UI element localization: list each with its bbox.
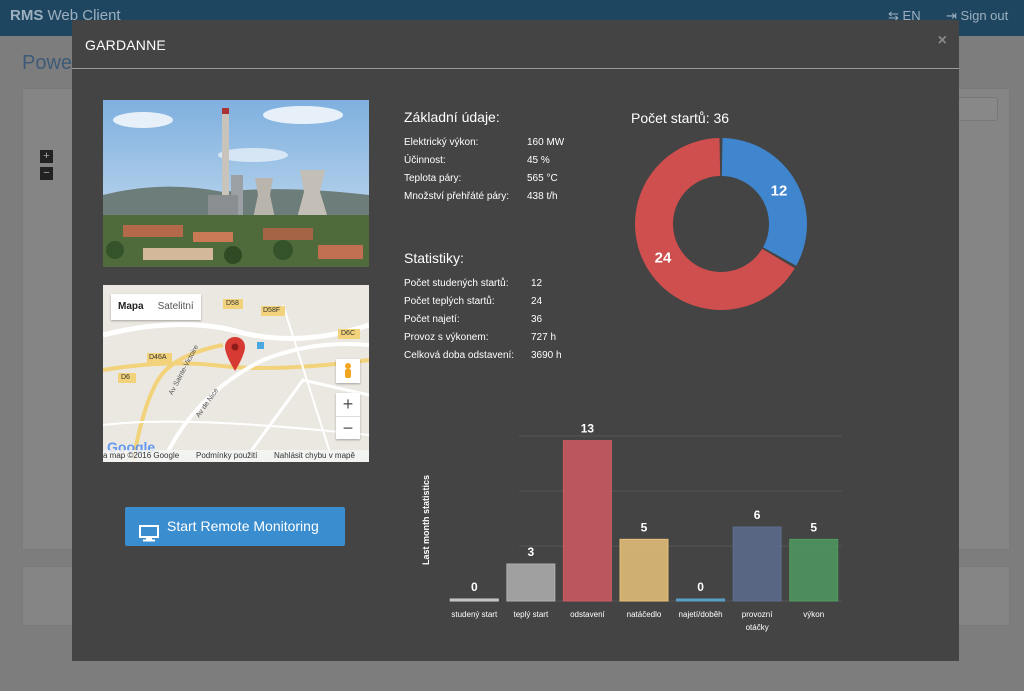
- plant-detail-modal: GARDANNE ×: [72, 20, 959, 661]
- background-select[interactable]: [958, 97, 998, 121]
- statistics-row: Provoz s výkonem: 727 h: [404, 329, 604, 347]
- bg-zoom-out-button[interactable]: −: [40, 167, 53, 180]
- basic-info-title: Základní údaje:: [404, 109, 500, 125]
- basic-info-section: Základní údaje: Elektrický výkon: 160 MW Ú…: [404, 109, 604, 206]
- page-title: Powe: [22, 52, 73, 74]
- bar-value-label: 5: [641, 520, 648, 534]
- bar[interactable]: [789, 538, 839, 602]
- monitor-icon: [139, 518, 159, 557]
- map-road-label: D46A: [149, 354, 167, 361]
- bar-category-label: výkon: [803, 610, 824, 619]
- signout-link[interactable]: ⇥ Sign out: [946, 8, 1009, 23]
- info-label: Elektrický výkon:: [404, 137, 479, 148]
- starts-chart-title: Počet startů: 36: [631, 110, 730, 126]
- info-label: Účinnost:: [404, 155, 446, 166]
- info-value: 3690 h: [531, 350, 562, 361]
- bar-value-label: 5: [810, 520, 817, 534]
- bar-category-label: otáčky: [746, 623, 769, 632]
- monthly-bar-chart: 0 studený start 3 teplý start 13 odstavení 5 na…: [421, 422, 842, 632]
- info-label: Teplota páry:: [404, 173, 462, 184]
- info-value: 727 h: [531, 332, 557, 343]
- bar-category-label: odstavení: [570, 610, 605, 619]
- button-label: Start Remote Monitoring: [167, 518, 319, 534]
- bar[interactable]: [562, 440, 612, 602]
- bar[interactable]: [506, 563, 556, 602]
- bar-category-label: studený start: [451, 610, 498, 619]
- map-road-label: D6: [121, 374, 130, 381]
- map-footer: a map ©2016 Google Podmínky použití Nahl…: [103, 450, 369, 462]
- map-marker-icon[interactable]: [225, 337, 245, 376]
- start-remote-monitoring-button[interactable]: Start Remote Monitoring: [125, 507, 345, 546]
- bar[interactable]: [449, 598, 499, 602]
- map-terms-link[interactable]: Podmínky použití: [196, 451, 258, 460]
- starts-donut-chart: 12 24: [635, 138, 807, 310]
- info-label: Počet studených startů:: [404, 278, 509, 289]
- location-map[interactable]: D58 D58F D6C D46A D6 Av Sainte-Victoire …: [103, 285, 369, 462]
- donut-slice-label: 12: [771, 183, 788, 200]
- statistics-row: Celková doba odstavení: 3690 h: [404, 347, 604, 365]
- bar[interactable]: [676, 598, 726, 602]
- statistics-section: Statistiky: Počet studených startů: 12 Poč…: [404, 250, 604, 365]
- map-tab-satellite[interactable]: Satelitní: [157, 301, 194, 312]
- basic-info-row: Teplota páry: 565 °C: [404, 170, 604, 188]
- map-road-label: D58F: [263, 307, 281, 314]
- map-road-label: D6C: [341, 330, 356, 337]
- basic-info-row: Elektrický výkon: 160 MW: [404, 134, 604, 152]
- map-type-control: Mapa Satelitní: [111, 294, 201, 320]
- map-zoom-out-button[interactable]: −: [342, 418, 354, 438]
- bar-value-label: 3: [528, 545, 535, 559]
- signout-icon: ⇥: [946, 8, 957, 23]
- bg-zoom-in-button[interactable]: +: [40, 150, 53, 163]
- close-icon[interactable]: ×: [937, 32, 947, 49]
- info-value: 160 MW: [527, 137, 565, 148]
- info-value: 24: [531, 296, 543, 307]
- donut-slice[interactable]: [635, 138, 795, 310]
- statistics-row: Počet teplých startů: 24: [404, 293, 604, 311]
- info-value: 36: [531, 314, 543, 325]
- statistics-title: Statistiky:: [404, 250, 464, 266]
- map-report-link[interactable]: Nahlásit chybu v mapě: [274, 451, 355, 460]
- info-value: 438 t/h: [527, 191, 558, 202]
- language-icon: ⇆: [888, 8, 899, 23]
- statistics-row: Počet studených startů: 12: [404, 275, 604, 293]
- donut-slice[interactable]: [721, 138, 807, 266]
- map-zoom-in-button[interactable]: +: [336, 393, 360, 417]
- bar-value-label: 13: [581, 422, 595, 436]
- bar-category-label: natáčedlo: [627, 610, 662, 619]
- bar[interactable]: [732, 526, 782, 602]
- bar-category-label: provozní: [742, 610, 773, 619]
- info-value: 565 °C: [527, 173, 558, 184]
- street-view-pegman-icon[interactable]: [336, 359, 360, 383]
- y-axis-label: Last month statistics: [421, 475, 431, 565]
- modal-title: GARDANNE: [85, 37, 166, 53]
- app-brand[interactable]: RMS Web Client: [10, 7, 121, 24]
- bar-value-label: 0: [697, 580, 704, 594]
- info-label: Provoz s výkonem:: [404, 332, 489, 343]
- basic-info-row: Množství přehřáté páry: 438 t/h: [404, 188, 604, 206]
- info-label: Počet najetí:: [404, 314, 460, 325]
- statistics-row: Počet najetí: 36: [404, 311, 604, 329]
- info-value: 12: [531, 278, 543, 289]
- info-label: Počet teplých startů:: [404, 296, 495, 307]
- bar-value-label: 6: [754, 508, 761, 522]
- map-road-label: D58: [226, 300, 239, 307]
- bar-value-label: 0: [471, 580, 478, 594]
- donut-slice-label: 24: [655, 250, 672, 267]
- info-label: Celková doba odstavení:: [404, 350, 515, 361]
- plant-photo: [103, 100, 369, 267]
- language-selector[interactable]: ⇆ EN: [888, 8, 921, 23]
- map-zoom-control: + −: [336, 393, 360, 439]
- map-data-credit: a map ©2016 Google: [103, 451, 180, 460]
- info-value: 45 %: [527, 155, 550, 166]
- bar[interactable]: [619, 538, 669, 602]
- modal-header: GARDANNE ×: [72, 20, 959, 69]
- bar-category-label: najetí/doběh: [679, 610, 723, 619]
- bar-category-label: teplý start: [514, 610, 549, 619]
- info-label: Množství přehřáté páry:: [404, 191, 510, 202]
- map-tab-mapa[interactable]: Mapa: [118, 301, 144, 312]
- basic-info-row: Účinnost: 45 %: [404, 152, 604, 170]
